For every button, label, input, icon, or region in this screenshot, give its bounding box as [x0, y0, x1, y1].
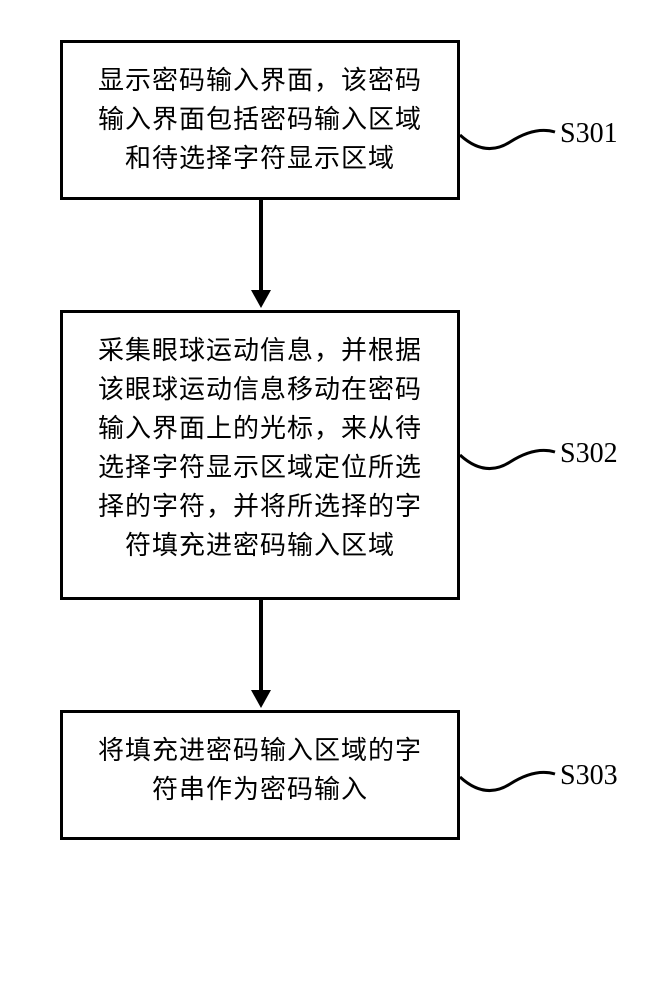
flow-node-2: 采集眼球运动信息，并根据该眼球运动信息移动在密码输入界面上的光标，来从待选择字符… [60, 310, 460, 600]
flow-node-3-text: 将填充进密码输入区域的字符串作为密码输入 [87, 731, 433, 809]
flow-node-3: 将填充进密码输入区域的字符串作为密码输入 [60, 710, 460, 840]
label-s301: S301 [560, 118, 618, 150]
label-s303: S303 [560, 760, 618, 792]
connector-2 [460, 440, 560, 480]
connector-1 [460, 120, 560, 160]
flow-node-1: 显示密码输入界面，该密码输入界面包括密码输入区域和待选择字符显示区域 [60, 40, 460, 200]
connector-3 [460, 762, 560, 802]
label-s302: S302 [560, 438, 618, 470]
flow-node-1-text: 显示密码输入界面，该密码输入界面包括密码输入区域和待选择字符显示区域 [87, 61, 433, 178]
flow-node-2-text: 采集眼球运动信息，并根据该眼球运动信息移动在密码输入界面上的光标，来从待选择字符… [87, 331, 433, 565]
